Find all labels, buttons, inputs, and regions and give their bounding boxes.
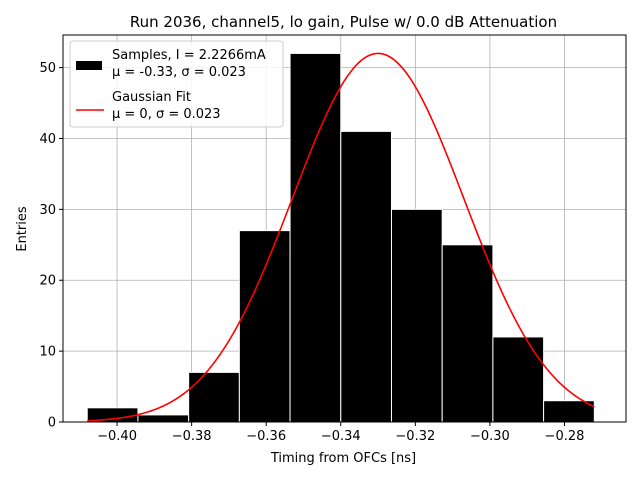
legend-label: Gaussian Fit [112,90,191,105]
legend: Samples, I = 2.2266mA μ = -0.33, σ = 0.02… [69,40,284,128]
x-tick-label: −0.30 [470,429,510,444]
histogram-bar [188,371,240,423]
legend-swatch-samples [76,61,102,70]
gaussian-fit [87,52,595,422]
histogram-bars [86,52,595,423]
axis-ticks: −0.40 −0.38 −0.36 −0.34 −0.32 −0.30 −0.28 0 10 20… [39,61,584,444]
histogram-bar [441,244,494,423]
histogram-bar [137,414,190,423]
axes-frame [62,34,627,423]
x-tick-label: −0.32 [395,429,435,444]
x-tick-label: −0.34 [321,429,361,444]
y-axis-label: Entries [15,206,30,252]
histogram-bar [492,336,545,423]
gaussian-fit-curve [87,52,595,422]
y-tick-label: 50 [39,61,56,76]
histogram-bar [289,52,342,423]
x-axis-label: Timing from OFCs [ns] [270,451,416,466]
y-tick-label: 10 [39,345,56,360]
x-tick-label: −0.40 [97,429,137,444]
y-tick-label: 20 [39,274,56,289]
legend-box [69,40,284,128]
y-tick-label: 30 [39,203,56,218]
x-tick-label: −0.38 [172,429,212,444]
y-tick-label: 40 [39,132,56,147]
histogram-bar [543,400,595,423]
legend-label: Samples, I = 2.2266mA [112,48,266,63]
chart-title: Run 2036, channel5, lo gain, Pulse w/ 0.… [130,13,557,31]
y-tick-label: 0 [48,416,56,431]
x-tick-label: −0.28 [545,429,585,444]
x-tick-label: −0.36 [246,429,286,444]
legend-stats: μ = -0.33, σ = 0.023 [112,65,246,80]
legend-stats: μ = 0, σ = 0.023 [112,107,221,122]
histogram-bar [340,130,392,423]
histogram-bar [238,230,291,423]
histogram-bar [390,208,443,423]
